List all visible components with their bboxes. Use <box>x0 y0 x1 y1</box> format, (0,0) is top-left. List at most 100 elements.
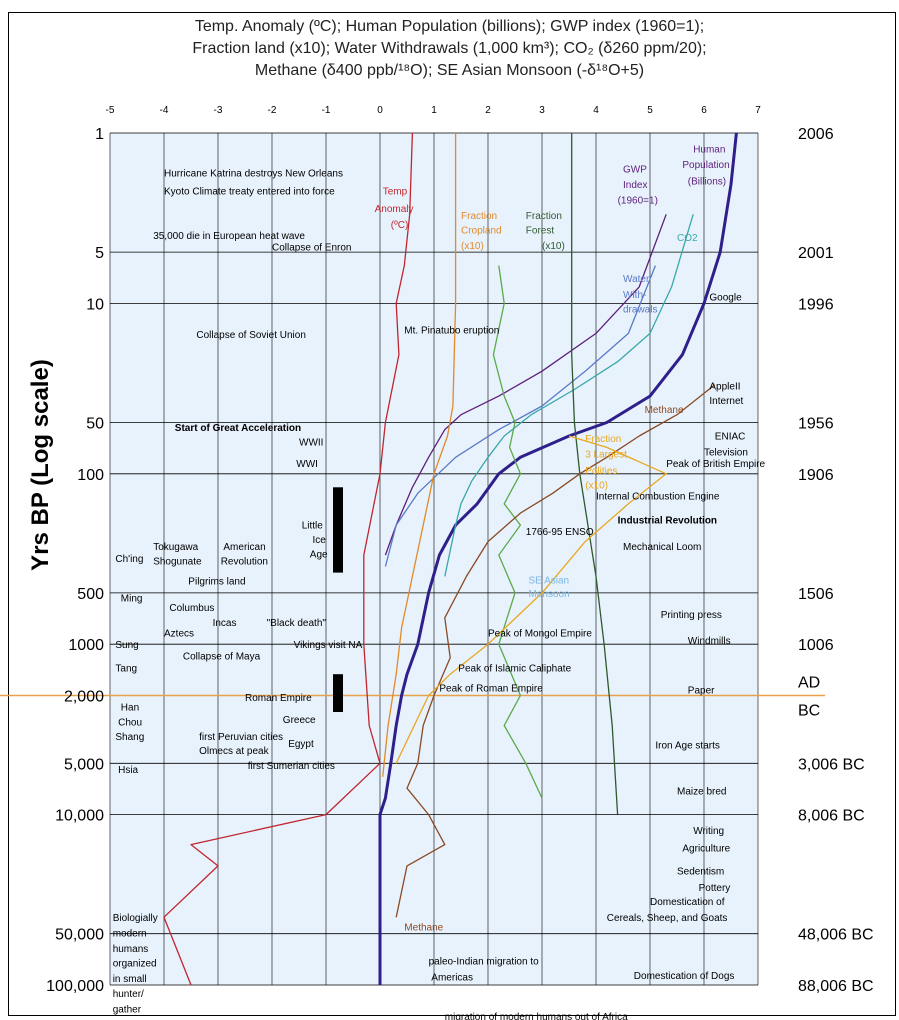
annotation: Methane <box>645 405 684 416</box>
y-tick-label-left: 10 <box>86 296 104 313</box>
annotation: Americas <box>431 972 473 983</box>
annotation: Hurricane Katrina destroys New Orleans <box>164 168 343 179</box>
annotation: Pilgrims land <box>188 576 245 587</box>
series-water <box>384 265 657 567</box>
annotation: Ch'ing <box>115 554 143 565</box>
annotation: SE Asian <box>529 575 570 586</box>
x-tick-label: -5 <box>106 105 115 116</box>
annotation: Forest <box>526 226 555 237</box>
annotation: first Sumerian cities <box>248 761 335 772</box>
little-ice-age-bar <box>333 487 343 573</box>
title-line-1: Temp. Anomaly (ºC); Human Population (bi… <box>194 18 705 35</box>
y-tick-label-right: 1006 <box>798 637 834 654</box>
series-polities <box>395 435 667 764</box>
y-tick-labels: 1 5 10 50 100 500 1000 2,000 5,000 10,000 50,000 10… <box>46 126 873 995</box>
y-tick-label-right: 1906 <box>798 467 834 484</box>
annotation: Kyoto Climate treaty entered into force <box>164 187 335 198</box>
x-tick-label: 7 <box>755 105 761 116</box>
annotation: humans <box>113 944 149 955</box>
annotation: WWII <box>299 437 323 448</box>
annotation: Domestication of Dogs <box>634 971 735 982</box>
series-lines <box>163 132 738 986</box>
annotation: Methane <box>404 923 443 934</box>
title-line-2: Fraction land (x10); Water Withdrawals (… <box>192 40 707 57</box>
annotation: migration of modern humans out of Africa <box>445 1012 628 1020</box>
annotation: Collapse of Soviet Union <box>196 330 306 341</box>
series-methane <box>395 384 716 918</box>
annotation: Hsia <box>118 765 138 776</box>
roman-period-bar <box>333 674 343 713</box>
x-tick-label: 4 <box>593 105 599 116</box>
annotation: Shang <box>115 732 144 743</box>
annotation: Windmills <box>688 636 731 647</box>
y-tick-label-right-bc: BC <box>798 702 820 719</box>
x-tick-label: -2 <box>268 105 277 116</box>
annotation: Chou <box>118 718 142 729</box>
x-tick-label: 0 <box>377 105 383 116</box>
y-tick-label-left: 500 <box>77 586 104 603</box>
x-tick-labels: -5 -4 -3 -2 -1 0 1 2 3 4 5 6 7 <box>106 105 762 116</box>
y-tick-label-right: 1956 <box>798 416 834 433</box>
annotation: Tokugawa <box>153 542 198 553</box>
series-population <box>378 132 738 985</box>
annotation: Aztecs <box>164 628 194 639</box>
annotation: Cereals, Sheep, and Goats <box>607 913 728 924</box>
series-temp <box>163 132 414 986</box>
annotation: Peak of Roman Empire <box>439 684 543 695</box>
y-tick-label-right: 2006 <box>798 126 834 143</box>
annotation: modern <box>113 929 147 940</box>
annotation: Polities <box>585 466 617 477</box>
annotation: Fraction <box>526 211 562 222</box>
annotation: Ming <box>121 593 143 604</box>
annotation: Start of Great Acceleration <box>175 423 301 434</box>
annotation: Iron Age starts <box>655 741 719 752</box>
y-tick-label-right: 3,006 BC <box>798 756 865 773</box>
annotation: Fraction <box>585 434 621 445</box>
annotation: (1960=1) <box>618 196 658 207</box>
annotation: Temp <box>383 187 408 198</box>
annotation: Tang <box>115 664 137 675</box>
annotation: Paper <box>688 686 715 697</box>
annotation: Agriculture <box>682 844 730 855</box>
annotation: 1766-95 ENSO <box>526 527 594 538</box>
x-tick-label: -4 <box>160 105 169 116</box>
annotation: gather <box>113 1004 142 1015</box>
annotation: Human <box>693 144 725 155</box>
annotation: Monsoon <box>529 589 570 600</box>
annotation: Little <box>302 521 324 532</box>
series-cropland <box>382 133 457 777</box>
annotation: Collapse of Maya <box>183 652 261 663</box>
y-tick-label-left: 1000 <box>68 637 104 654</box>
y-tick-label-left: 10,000 <box>55 808 104 825</box>
annotation: Sedentism <box>677 867 724 878</box>
annotation: (ºC) <box>391 220 409 231</box>
y-tick-label-left: 1 <box>95 126 104 143</box>
annotation: Sung <box>115 640 138 651</box>
annotation: Peak of Islamic Caliphate <box>458 664 571 675</box>
annotation: Industrial Revolution <box>618 516 717 527</box>
annotation: Olmecs at peak <box>199 746 269 757</box>
annotation: Printing press <box>661 610 722 621</box>
annotation: Cropland <box>461 226 502 237</box>
annotation: (x10) <box>461 241 484 252</box>
annotation: Mechanical Loom <box>623 542 701 553</box>
y-tick-label-right: 2001 <box>798 245 834 262</box>
annotation: Water <box>623 274 650 285</box>
annotation: hunter/ <box>113 989 144 1000</box>
annotations: Hurricane Katrina destroys New Orleans Ky… <box>113 144 766 1020</box>
annotation: Index <box>623 180 647 191</box>
y-tick-label-left: 2,000 <box>64 688 104 705</box>
series-monsoon <box>492 265 543 799</box>
annotation: American <box>223 542 265 553</box>
x-tick-label: 5 <box>647 105 653 116</box>
annotation: Fraction <box>461 211 497 222</box>
x-tick-label: 2 <box>485 105 491 116</box>
series-co2 <box>444 214 694 577</box>
annotation: Han <box>121 703 139 714</box>
annotation: Anomaly <box>375 204 414 215</box>
annotation: in small <box>113 974 147 985</box>
annotation: Columbus <box>169 603 214 614</box>
y-tick-label-right: 88,006 BC <box>798 978 874 995</box>
y-tick-label-right: 1506 <box>798 586 834 603</box>
